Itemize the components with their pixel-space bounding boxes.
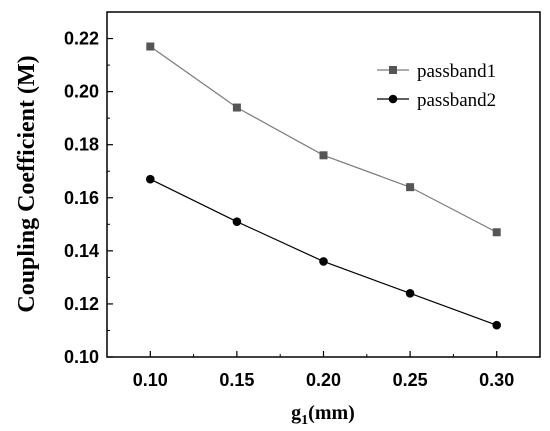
x-tick-label: 0.30 — [479, 370, 514, 390]
x-tick-label: 0.25 — [393, 370, 428, 390]
y-tick-label: 0.18 — [64, 135, 99, 155]
legend-marker-passband1 — [389, 66, 397, 74]
series-layer — [146, 42, 502, 330]
y-axis-title: Coupling Coefficient (M) — [14, 55, 40, 312]
y-tick-label: 0.16 — [64, 188, 99, 208]
y-tick-label: 0.20 — [64, 82, 99, 102]
data-point-passband1 — [232, 103, 241, 112]
legend-label-passband1: passband1 — [417, 61, 496, 82]
x-tick-label: 0.15 — [219, 370, 254, 390]
data-point-passband1 — [406, 183, 415, 192]
x-tick-label: 0.20 — [306, 370, 341, 390]
data-point-passband1 — [492, 228, 501, 237]
legend-label-passband2: passband2 — [417, 90, 496, 111]
data-point-passband2 — [232, 217, 242, 226]
x-axis-title-main: g — [291, 402, 301, 424]
y-axis: 0.10 0.12 0.14 0.16 0.18 0.20 0.22 — [64, 29, 113, 367]
data-point-passband2 — [405, 289, 415, 298]
legend-marker-passband2 — [388, 94, 398, 104]
legend: passband1 passband2 — [377, 61, 496, 111]
series-line-passband2 — [150, 178, 497, 326]
data-point-passband2 — [492, 320, 502, 330]
x-axis: 0.10 0.15 0.20 0.25 0.30 — [133, 351, 514, 390]
data-point-passband2 — [146, 174, 155, 184]
y-tick-label: 0.14 — [64, 241, 99, 261]
x-axis-title: g1(mm) — [291, 402, 355, 428]
y-tick-label: 0.12 — [64, 294, 99, 314]
data-point-passband1 — [146, 42, 155, 51]
y-tick-label: 0.10 — [64, 347, 99, 367]
data-point-passband1 — [319, 151, 328, 160]
data-point-passband2 — [319, 257, 328, 266]
y-tick-label: 0.22 — [64, 29, 99, 49]
x-axis-title-unit: (mm) — [308, 402, 355, 424]
x-tick-label: 0.10 — [133, 370, 168, 390]
x-axis-title-subscript: 1 — [301, 413, 308, 428]
